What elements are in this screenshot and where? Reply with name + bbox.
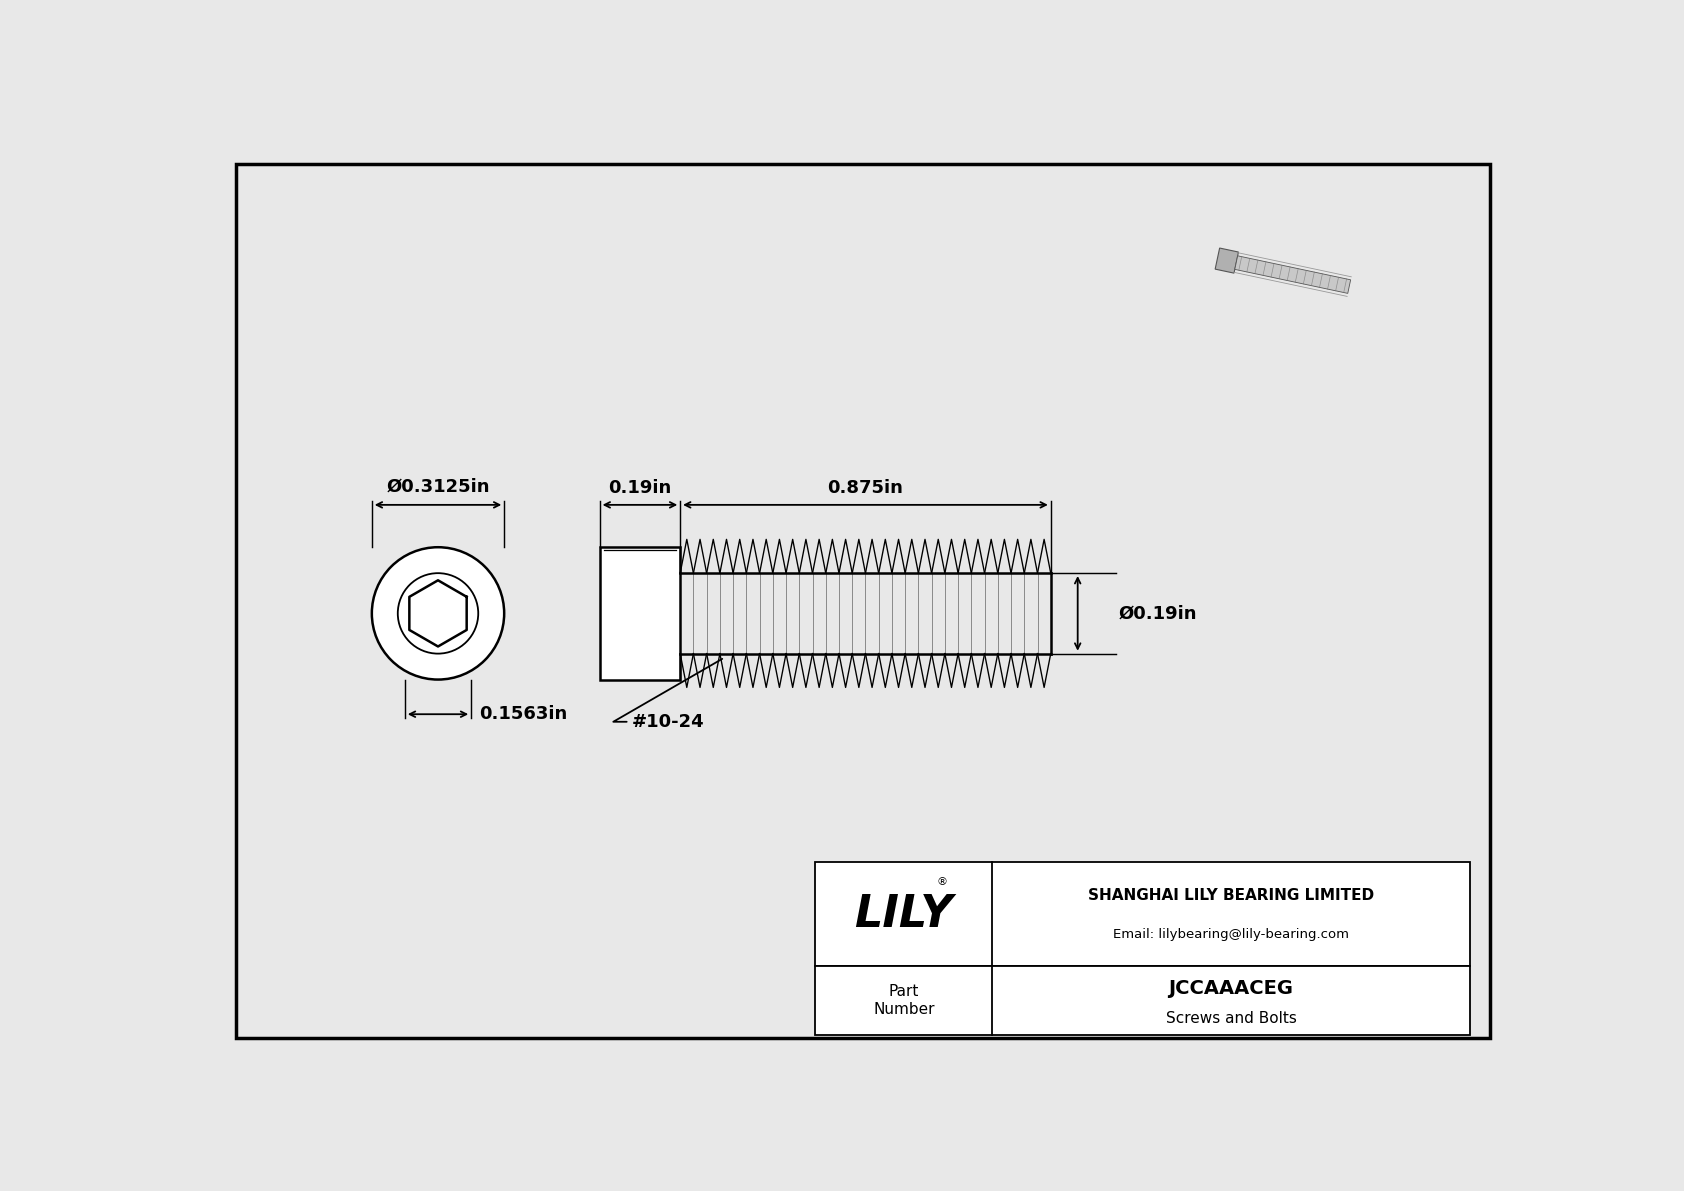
Bar [600,547,680,680]
Text: Screws and Bolts: Screws and Bolts [1165,1010,1297,1025]
Text: Part
Number: Part Number [872,985,935,1017]
Text: 0.875in: 0.875in [827,479,903,497]
Text: Email: lilybearing@lily-bearing.com: Email: lilybearing@lily-bearing.com [1113,928,1349,941]
Text: Ø0.3125in: Ø0.3125in [386,478,490,495]
Text: 0.1563in: 0.1563in [478,705,568,723]
Polygon shape [1216,248,1238,273]
Text: Ø0.19in: Ø0.19in [1118,604,1197,623]
Text: SHANGHAI LILY BEARING LIMITED: SHANGHAI LILY BEARING LIMITED [1088,887,1374,903]
Bar [815,862,1470,966]
Text: LILY: LILY [854,892,953,936]
Text: 0.19in: 0.19in [608,479,672,497]
Circle shape [372,547,504,680]
Text: ®: ® [936,877,948,887]
Bar [815,966,1470,1035]
Circle shape [397,573,478,654]
Text: JCCAAACEG: JCCAAACEG [1169,979,1293,998]
Text: #10-24: #10-24 [613,659,722,731]
Polygon shape [1234,256,1351,293]
